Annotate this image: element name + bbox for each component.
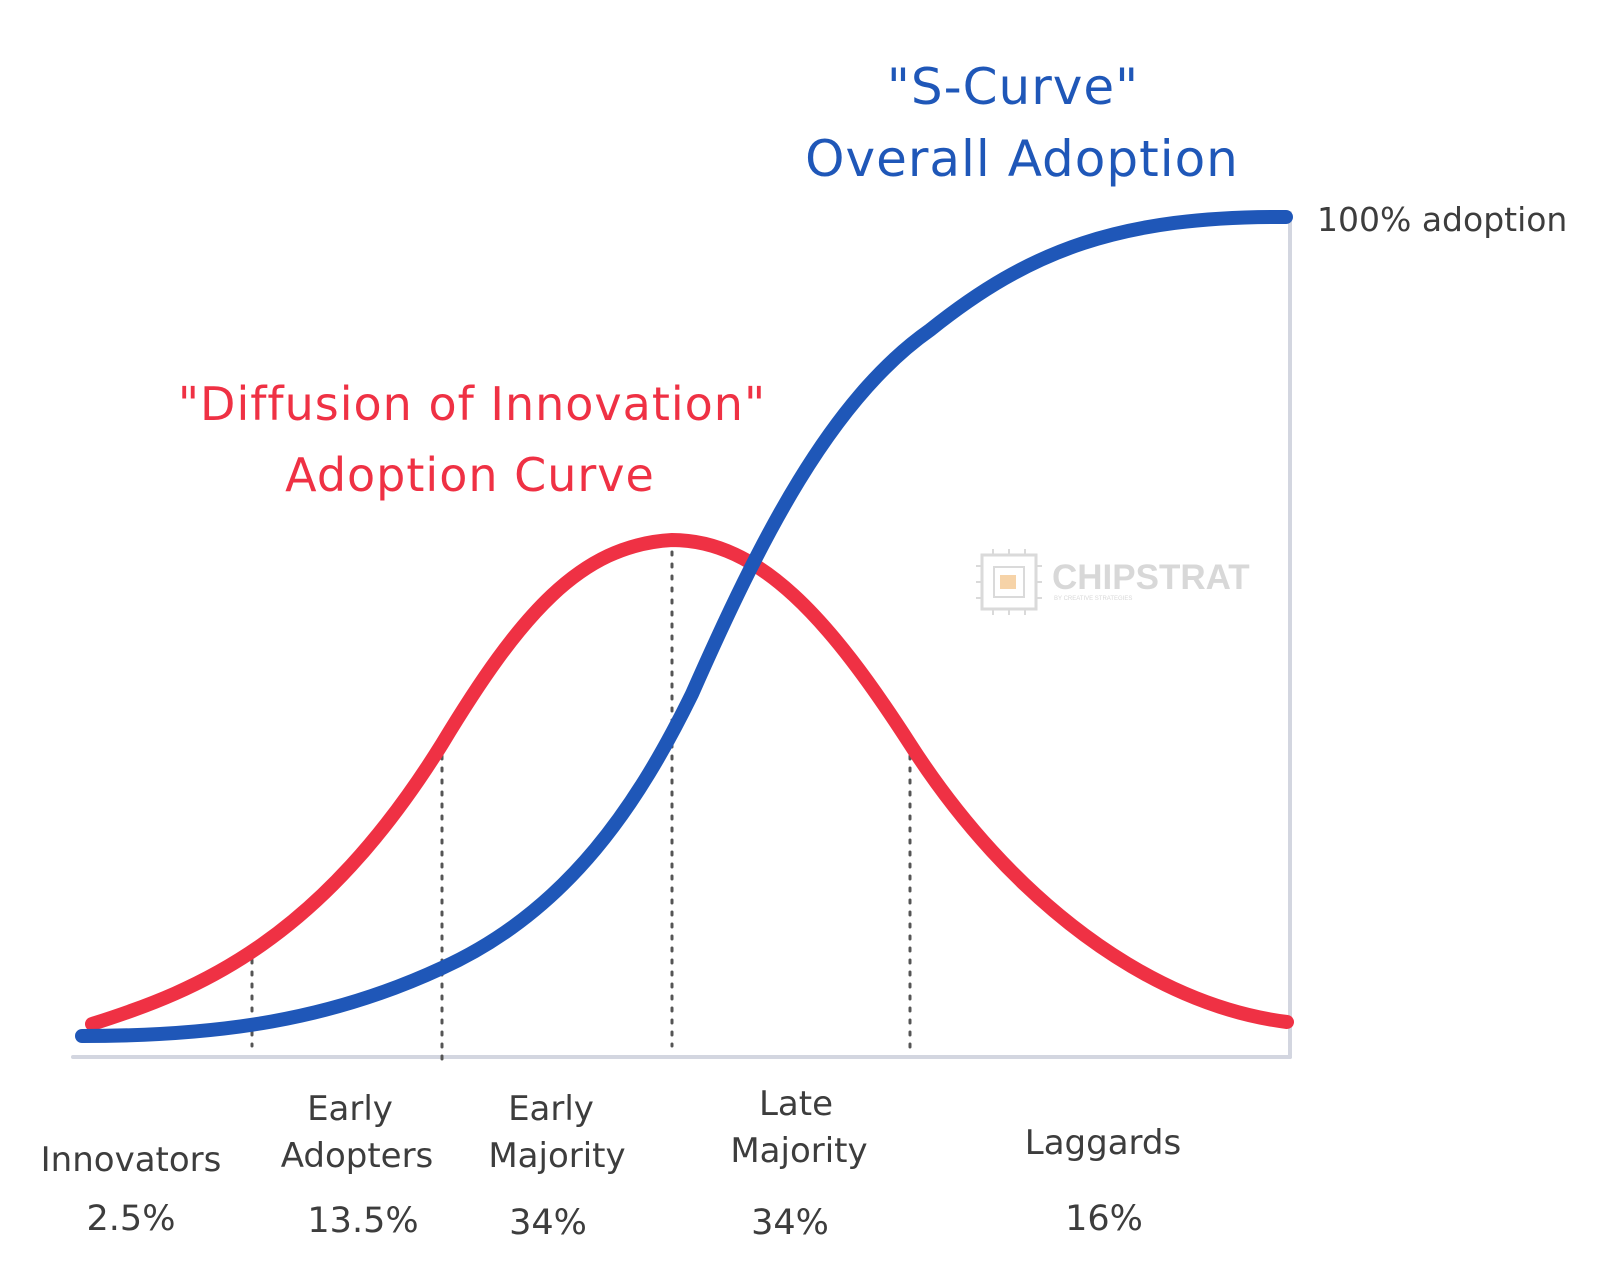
watermark-name: CHIPSTRAT — [1052, 558, 1250, 597]
diffusion-bell-curve — [85, 533, 1294, 1031]
segment-percent: 34% — [751, 1203, 829, 1243]
segment-percent: 2.5% — [87, 1199, 176, 1239]
diffusion-title: "Diffusion of Innovation" — [178, 377, 766, 431]
segment-percent: 13.5% — [307, 1201, 418, 1241]
segment-early-adopters: Early Adopters 13.5% — [281, 1089, 434, 1241]
segment-label-line2: Laggards — [1025, 1123, 1181, 1163]
s-curve-title: "S-Curve" — [887, 58, 1139, 116]
segment-label-line1: Early — [307, 1089, 393, 1129]
segment-innovators: Innovators 2.5% — [41, 1140, 222, 1239]
segment-label-line1: Early — [508, 1089, 594, 1129]
segment-label-line2: Majority — [488, 1136, 625, 1176]
segment-late-majority: Late Majority 34% — [730, 1084, 867, 1243]
chip-logo-icon — [976, 549, 1042, 615]
s-curve-line — [75, 209, 1293, 1043]
diffusion-subtitle: Adoption Curve — [285, 448, 655, 502]
segment-label-line2: Innovators — [41, 1140, 222, 1180]
segment-label-line1: Late — [759, 1084, 833, 1124]
segment-label-line2: Majority — [730, 1131, 867, 1171]
segment-percent: 34% — [509, 1203, 587, 1243]
s-curve-subtitle: Overall Adoption — [805, 130, 1239, 188]
watermark-tagline: BY CREATIVE STRATEGIES — [1054, 596, 1132, 602]
segment-percent: 16% — [1065, 1199, 1143, 1239]
segment-laggards: Laggards 16% — [1025, 1123, 1181, 1239]
full-adoption-label: 100% adoption — [1317, 200, 1567, 239]
segment-label-line2: Adopters — [281, 1136, 434, 1176]
chipstrat-watermark: CHIPSTRAT BY CREATIVE STRATEGIES — [976, 549, 1250, 615]
segment-early-majority: Early Majority 34% — [488, 1089, 625, 1243]
